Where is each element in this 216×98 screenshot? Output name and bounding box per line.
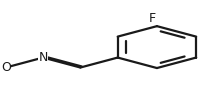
Text: O: O	[1, 61, 11, 74]
Text: F: F	[149, 12, 156, 25]
Text: N: N	[38, 51, 48, 64]
